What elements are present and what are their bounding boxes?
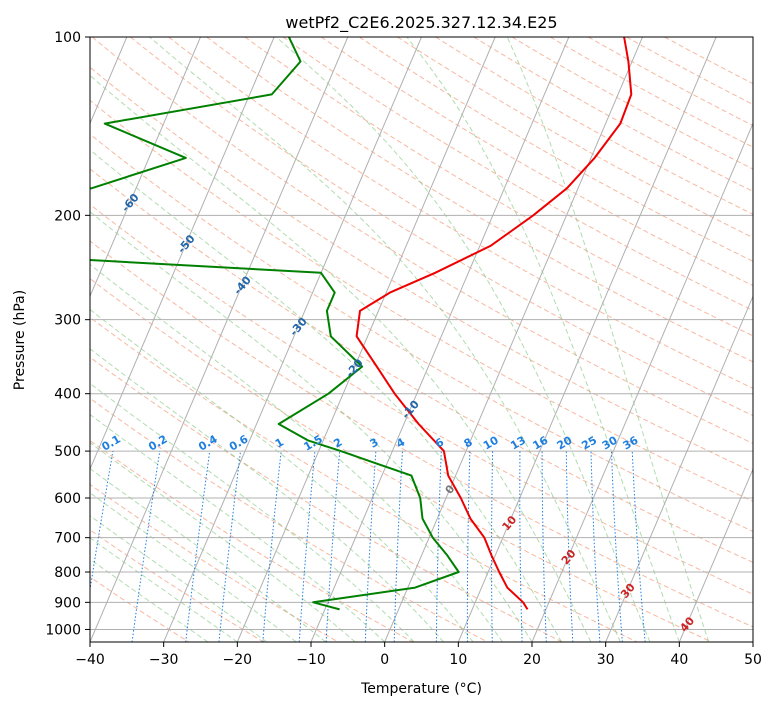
mixing-ratio-line bbox=[393, 451, 403, 642]
dry-adiabat-line bbox=[90, 66, 753, 473]
mixing-ratio-line bbox=[466, 451, 471, 642]
x-tick-label: 50 bbox=[744, 652, 762, 668]
moist-adiabat-line bbox=[275, 37, 651, 642]
isotherm-gridline bbox=[531, 122, 753, 642]
y-tick-label: 100 bbox=[54, 30, 81, 46]
isotherm-gridline bbox=[236, 37, 496, 642]
isotherm-gridline bbox=[90, 37, 349, 642]
y-tick-label: 1000 bbox=[45, 622, 81, 638]
x-tick-label: 20 bbox=[523, 652, 541, 668]
moist-adiabat-line bbox=[90, 382, 415, 642]
moist-adiabat-line bbox=[90, 149, 562, 642]
dry-adiabat-line bbox=[90, 278, 712, 642]
y-tick-label: 800 bbox=[54, 565, 81, 581]
isotherm-gridline bbox=[310, 37, 570, 642]
mixing-ratio-line bbox=[262, 451, 282, 642]
mixing-ratio-line bbox=[590, 451, 601, 642]
x-tick-label: 30 bbox=[597, 652, 615, 668]
isotherm-gridline bbox=[90, 37, 275, 471]
dry-adiabat-line bbox=[90, 397, 488, 642]
x-tick-label: −40 bbox=[75, 652, 105, 668]
mixing-ratio-line bbox=[491, 451, 494, 642]
moist-adiabat-line bbox=[90, 442, 356, 642]
dry-adiabat-line bbox=[90, 203, 753, 595]
y-tick-label: 300 bbox=[54, 313, 81, 329]
mixing-ratio-line bbox=[541, 451, 547, 642]
dry-adiabat-line bbox=[90, 240, 753, 628]
y-tick-label: 700 bbox=[54, 531, 81, 547]
moist-adiabat-line bbox=[90, 308, 474, 642]
isotherm-gridline bbox=[605, 295, 753, 642]
mixing-ratio-line bbox=[611, 451, 623, 642]
chart-title: wetPf2_C2E6.2025.327.12.34.E25 bbox=[285, 13, 557, 33]
x-tick-label: 40 bbox=[670, 652, 688, 668]
dry-adiabat-line bbox=[320, 37, 753, 287]
dry-adiabat-line bbox=[90, 440, 414, 642]
temperature-profile-line bbox=[355, 37, 633, 610]
dry-adiabat-line bbox=[168, 37, 753, 389]
dry-adiabat-line bbox=[397, 37, 753, 239]
moist-adiabat-line bbox=[90, 263, 503, 642]
moist-adiabat-line bbox=[90, 211, 533, 642]
isotherm-gridline bbox=[384, 37, 643, 642]
isotherm-gridline bbox=[457, 37, 717, 642]
mixing-ratio-line bbox=[435, 451, 442, 642]
dry-adiabat-line bbox=[130, 37, 753, 417]
mixing-ratio-line bbox=[364, 451, 377, 642]
moist-adiabat-line bbox=[90, 413, 386, 642]
moist-adiabat-line bbox=[90, 348, 444, 642]
dry-adiabat-line bbox=[244, 37, 753, 337]
mixing-ratio-line bbox=[631, 451, 646, 642]
dry-adiabat-line bbox=[91, 37, 753, 444]
y-tick-label: 900 bbox=[54, 595, 81, 611]
moist-adiabat-line bbox=[90, 74, 592, 642]
x-tick-label: −20 bbox=[223, 652, 253, 668]
dry-adiabat-line bbox=[90, 133, 753, 533]
mixing-ratio-line bbox=[325, 451, 341, 642]
isotherm-gridline bbox=[678, 467, 753, 642]
mixing-ratio-line bbox=[298, 451, 316, 642]
dry-adiabat-line bbox=[549, 37, 753, 148]
y-tick-label: 200 bbox=[54, 208, 81, 224]
x-tick-label: 0 bbox=[380, 652, 389, 668]
moist-adiabat-line bbox=[90, 467, 327, 642]
moist-adiabat-line bbox=[506, 37, 710, 642]
y-tick-label: 500 bbox=[54, 444, 81, 460]
dry-adiabat-line bbox=[473, 37, 753, 192]
x-tick-label: −10 bbox=[296, 652, 326, 668]
profile-lines bbox=[90, 37, 633, 611]
y-tick-label: 400 bbox=[54, 387, 81, 403]
isotherm-gridline bbox=[163, 37, 422, 642]
moist-adiabat-line bbox=[90, 492, 297, 642]
y-tick-label: 600 bbox=[54, 491, 81, 507]
x-tick-label: −30 bbox=[149, 652, 179, 668]
isotherm-gridline bbox=[90, 37, 201, 298]
moist-adiabat-line bbox=[149, 37, 621, 642]
dry-adiabat-line bbox=[90, 316, 638, 642]
dry-adiabat-line bbox=[90, 529, 264, 642]
mixing-ratio-line bbox=[565, 451, 574, 642]
moist-adiabat-line bbox=[406, 37, 680, 642]
mixing-ratio-line bbox=[218, 451, 241, 642]
plot-frame bbox=[89, 36, 754, 643]
y-axis-label: Pressure (hPa) bbox=[12, 290, 28, 390]
dry-adiabat-line bbox=[206, 37, 753, 363]
background-lines bbox=[90, 37, 753, 642]
dewpoint-profile-line bbox=[90, 37, 460, 611]
x-tick-label: 10 bbox=[449, 652, 467, 668]
x-axis-label: Temperature (°C) bbox=[360, 681, 482, 697]
mixing-ratio-line bbox=[519, 451, 523, 642]
axes: −40 −30 −20 −10 0 10 20 30 40 50 100 200 300 400 500 60… bbox=[45, 30, 762, 668]
